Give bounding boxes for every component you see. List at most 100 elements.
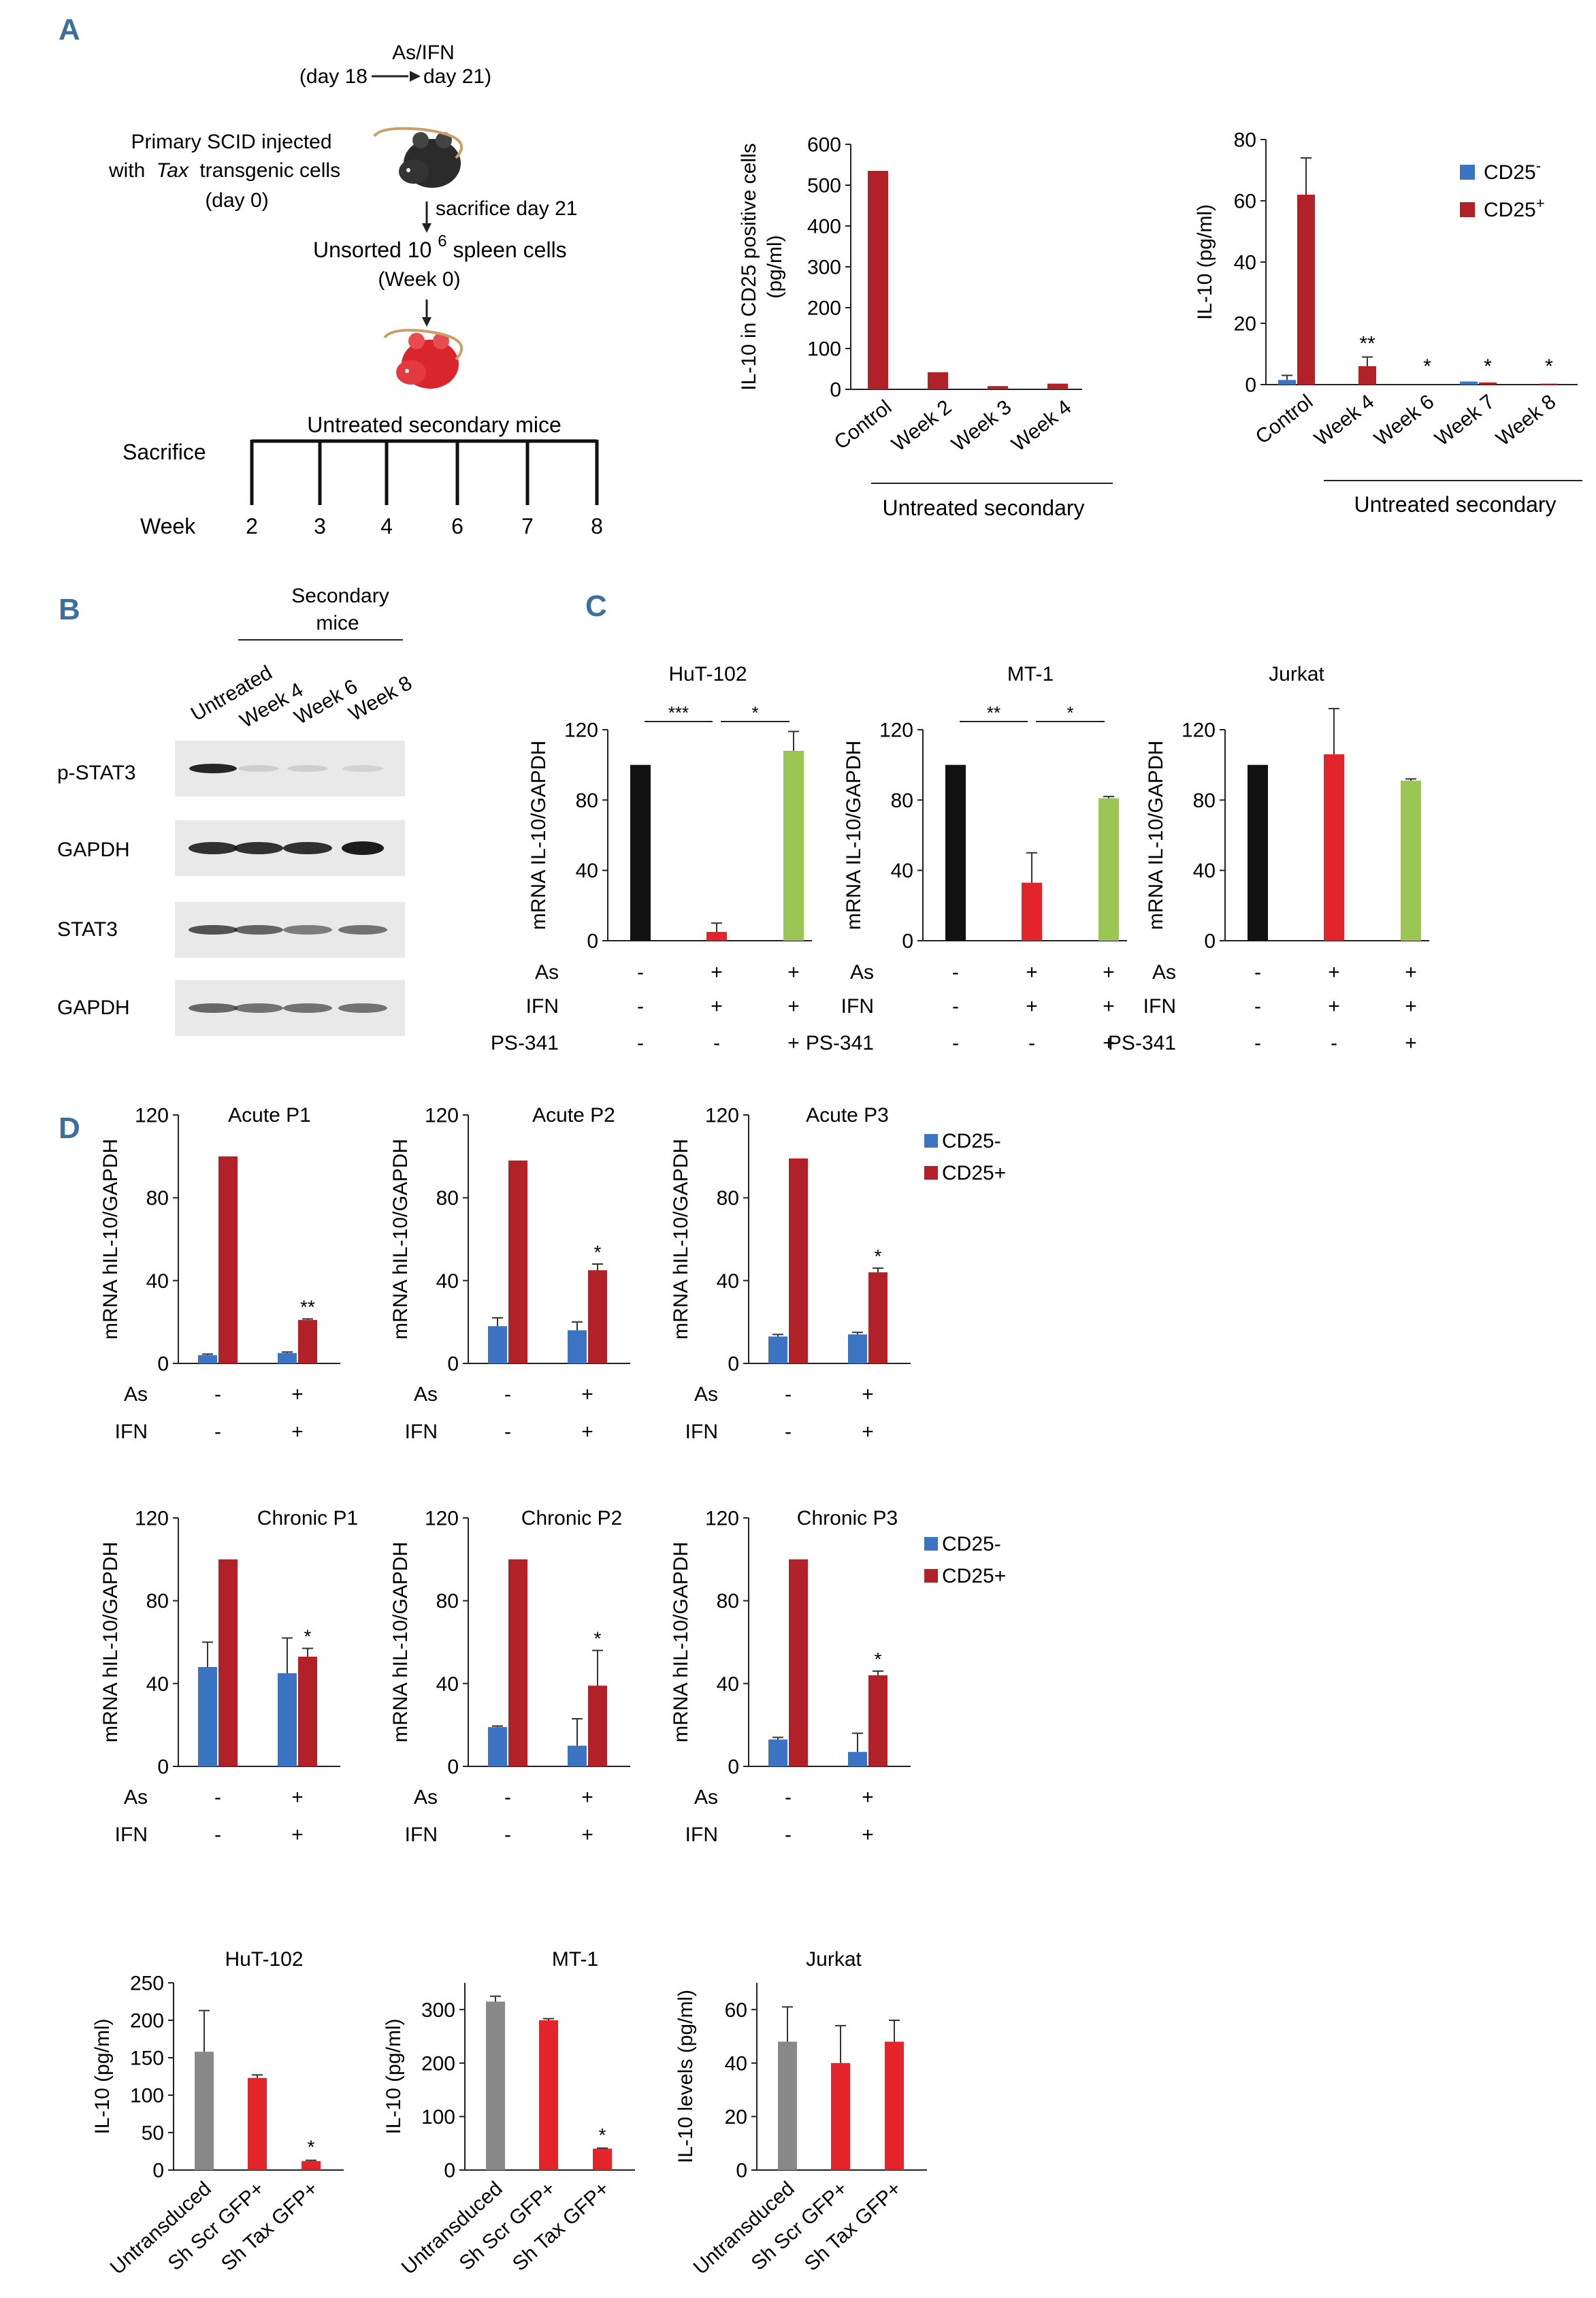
bar [486, 2001, 505, 2170]
treatment-sign: + [581, 1421, 593, 1443]
y-tick-label: 80 [146, 1590, 169, 1613]
timeline-week-label: 3 [314, 514, 326, 538]
bar [298, 1656, 317, 1766]
y-tick-label: 80 [436, 1590, 459, 1613]
treatment-sign: + [581, 1383, 593, 1406]
blot-band [238, 765, 279, 772]
treatment-sign: + [291, 1824, 304, 1846]
y-tick-label: 80 [717, 1187, 739, 1210]
y-tick-label: 120 [705, 1105, 739, 1127]
y-axis-label: IL-10 in CD25 positive cells [738, 143, 760, 391]
y-axis-label: IL-10 (pg/ml) [91, 2018, 114, 2134]
y-tick-label: 0 [152, 2160, 164, 2182]
chart-title: Acute P1 [228, 1104, 311, 1127]
bar [1479, 382, 1497, 385]
treatment-sign: + [1026, 961, 1038, 984]
treatment-sign: - [637, 1032, 644, 1054]
y-tick-label: 50 [142, 2122, 164, 2145]
treatment-sign: + [1405, 995, 1417, 1018]
panel-label-d: D [59, 1112, 80, 1145]
treatment-sign: + [1103, 1032, 1115, 1054]
chart-title: HuT-102 [225, 1948, 303, 1971]
legend-label: CD25+ [1484, 195, 1545, 221]
treatment-row-label: As [414, 1383, 438, 1406]
blot-band [189, 1003, 238, 1013]
y-tick-label: 200 [807, 297, 841, 320]
legend-label: CD25- [942, 1533, 1001, 1555]
treatment-sign: + [291, 1786, 304, 1809]
significance-mark: * [1484, 355, 1492, 378]
bar [848, 1334, 867, 1363]
bar [706, 932, 727, 941]
bar [195, 2052, 214, 2170]
treatment-sign: - [1028, 1032, 1035, 1054]
y-tick-label: 80 [891, 790, 913, 812]
legend-label: CD25- [1484, 157, 1541, 184]
untreated-secondary-label: Untreated secondary mice [307, 412, 561, 437]
bar [1358, 366, 1376, 385]
bar [1098, 798, 1119, 941]
treatment-sign: - [1254, 995, 1261, 1018]
y-tick-label: 40 [436, 1270, 459, 1293]
legend-swatch [924, 1569, 938, 1583]
bar [488, 1326, 507, 1363]
treatment-sign: + [787, 1032, 800, 1054]
significance-mark: * [875, 1246, 882, 1267]
y-tick-label: 400 [807, 216, 841, 238]
primary-mouse-icon [373, 127, 463, 188]
secondary-arrow-head [422, 317, 431, 327]
significance-mark: * [1545, 355, 1553, 378]
treatment-sign: + [1026, 995, 1038, 1018]
bar [768, 1336, 787, 1363]
treatment-label: As/IFN [392, 42, 455, 64]
y-tick-label: 120 [705, 1508, 739, 1530]
bar [302, 2161, 321, 2170]
blot-band [283, 1003, 332, 1013]
bar [298, 1320, 317, 1363]
y-axis-label: mRNA hIL-10/GAPDH [99, 1542, 122, 1743]
y-tick-label: 0 [728, 1353, 739, 1376]
y-tick-label: 200 [421, 2052, 455, 2075]
y-tick-label: 40 [436, 1673, 459, 1696]
legend-swatch [1460, 202, 1475, 217]
y-tick-label: 0 [902, 930, 913, 953]
chart-d4: 0 40 80 120 Chronic P1 mRNA hIL-10/GAPDH * As - +… [99, 1507, 358, 1846]
treatment-sign: - [504, 1786, 511, 1809]
blot-header-line1: Secondary [291, 585, 389, 607]
bar [1540, 383, 1558, 385]
y-tick-label: 60 [1234, 191, 1256, 213]
injected-cells: transgenic cells [199, 159, 340, 182]
timeline-week-label: 7 [521, 514, 534, 538]
treatment-sign: - [504, 1824, 511, 1846]
y-tick-label: 300 [421, 1999, 455, 2022]
y-axis-label: IL-10 levels (pg/ml) [674, 1990, 697, 2163]
y-tick-label: 0 [1204, 930, 1216, 953]
treatment-row-label: IFN [405, 1824, 438, 1846]
bar [593, 2148, 612, 2170]
y-tick-label: 80 [717, 1590, 739, 1613]
chart-title: Chronic P1 [257, 1507, 358, 1530]
legend-swatch [924, 1166, 938, 1180]
bar [831, 2062, 850, 2170]
treatment-row-label: IFN [685, 1421, 718, 1443]
treatment-row-label: As [850, 961, 874, 984]
y-tick-label: 40 [146, 1270, 169, 1293]
treatment-sign: + [581, 1786, 593, 1809]
y-tick-label: 500 [807, 175, 841, 197]
group-label: Untreated secondary [882, 496, 1084, 520]
significance-mark: * [308, 2137, 315, 2158]
treatment-sign: + [1405, 1032, 1417, 1054]
bar [588, 1685, 607, 1766]
chart-title: HuT-102 [668, 663, 747, 685]
y-tick-label: 40 [891, 860, 913, 882]
y-tick-label: 80 [1193, 790, 1216, 812]
bar [885, 2041, 904, 2170]
chart-d2: 0 40 80 120 Acute P2 mRNA hIL-10/GAPDH * As - + IF… [389, 1104, 630, 1443]
y-tick-label: 0 [736, 2160, 747, 2182]
x-tick-label: Control [1252, 391, 1318, 449]
legend-label: CD25+ [942, 1565, 1006, 1587]
treatment-sign: + [291, 1421, 304, 1443]
panel-label-c: C [585, 589, 607, 623]
